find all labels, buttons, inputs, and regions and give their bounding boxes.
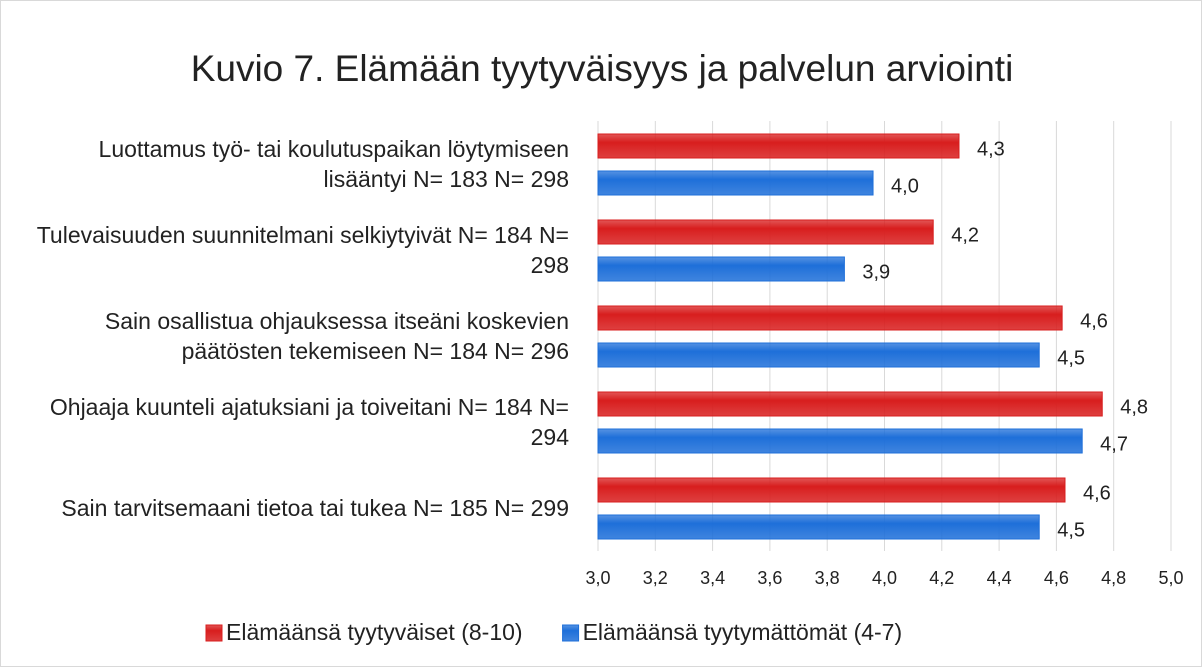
x-tick-label: 4,4 (987, 568, 1012, 588)
x-tick-label: 3,2 (643, 568, 668, 588)
legend-label: Elämäänsä tyytyväiset (8-10) (226, 619, 523, 645)
value-label: 4,5 (1057, 347, 1085, 369)
bar (597, 428, 1083, 454)
bar (597, 477, 1066, 503)
legend-swatch (205, 624, 223, 642)
x-tick-label: 4,8 (1101, 568, 1126, 588)
x-tick-label: 3,0 (585, 568, 610, 588)
bar (597, 391, 1103, 417)
value-label: 4,0 (891, 175, 919, 197)
value-label: 4,6 (1083, 482, 1111, 504)
x-tick-label: 3,8 (815, 568, 840, 588)
legend-label: Elämäänsä tyytymättömät (4-7) (583, 619, 903, 645)
category-label: Sain tarvitsemaani tietoa tai tukea N= 1… (61, 495, 569, 521)
value-label: 3,9 (862, 261, 890, 283)
bar (597, 342, 1040, 368)
x-tick-label: 4,6 (1044, 568, 1069, 588)
x-tick-label: 3,4 (700, 568, 725, 588)
category-label: Luottamus työ- tai koulutuspaikan löytym… (98, 136, 569, 192)
category-label: Ohjaaja kuunteli ajatuksiani ja toiveita… (49, 394, 569, 450)
x-tick-label: 4,0 (872, 568, 897, 588)
x-tick-label: 4,2 (929, 568, 954, 588)
category-label: Sain osallistua ohjauksessa itseäni kosk… (104, 308, 569, 364)
chart-title: Kuvio 7. Elämään tyytyväisyys ja palvelu… (191, 48, 1014, 89)
bar (597, 256, 845, 282)
x-tick-label: 3,6 (757, 568, 782, 588)
value-label: 4,5 (1057, 519, 1085, 541)
bar (597, 514, 1040, 540)
bar (597, 170, 874, 196)
bar (597, 305, 1063, 331)
value-label: 4,8 (1120, 396, 1148, 418)
value-label: 4,2 (951, 224, 979, 246)
bar (597, 133, 960, 159)
value-label: 4,6 (1080, 310, 1108, 332)
legend-swatch (562, 624, 580, 642)
value-label: 4,7 (1100, 433, 1128, 455)
value-label: 4,3 (977, 138, 1005, 160)
bar (597, 219, 934, 245)
x-tick-label: 5,0 (1158, 568, 1183, 588)
category-label: Tulevaisuuden suunnitelmani selkiytyivät… (36, 222, 569, 278)
